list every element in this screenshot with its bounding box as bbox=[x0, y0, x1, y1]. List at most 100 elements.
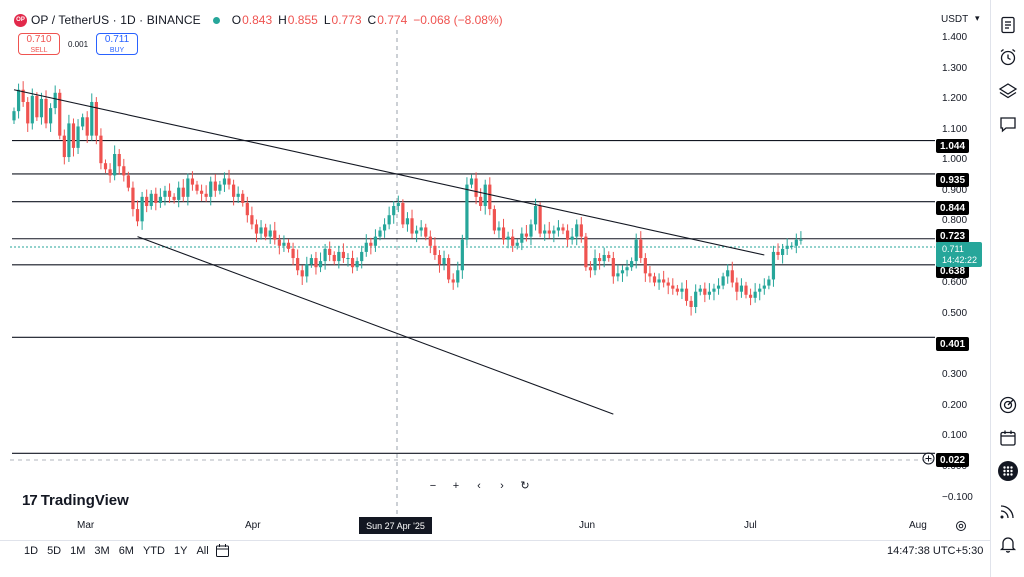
scroll-right-button[interactable]: › bbox=[493, 477, 511, 494]
candle-body bbox=[232, 184, 236, 197]
range-3m[interactable]: 3M bbox=[94, 545, 110, 557]
broadcast-icon[interactable] bbox=[997, 500, 1019, 522]
candle-body bbox=[547, 230, 551, 234]
candle-body bbox=[524, 233, 528, 237]
candle-body bbox=[167, 190, 172, 197]
layers-icon[interactable] bbox=[997, 80, 1019, 102]
level-label[interactable]: 0.638 bbox=[936, 264, 969, 278]
candle-body bbox=[350, 258, 355, 268]
candle-body bbox=[378, 230, 382, 237]
candle-body bbox=[579, 224, 583, 237]
calendar-events-icon[interactable] bbox=[997, 427, 1019, 449]
price-tick: 0.300 bbox=[942, 369, 968, 380]
candle-body bbox=[712, 288, 716, 292]
price-chart[interactable] bbox=[0, 0, 990, 540]
buy-label: BUY bbox=[109, 46, 125, 54]
candle-body bbox=[291, 248, 295, 259]
gear-icon[interactable] bbox=[955, 520, 967, 532]
candle-body bbox=[314, 258, 318, 268]
candle-body bbox=[126, 175, 130, 188]
watchlist-icon[interactable] bbox=[997, 14, 1019, 36]
candle-body bbox=[300, 270, 304, 277]
candle-body bbox=[469, 178, 474, 185]
level-label[interactable]: 0.401 bbox=[936, 337, 969, 351]
range-1y[interactable]: 1Y bbox=[173, 545, 188, 557]
range-all[interactable]: All bbox=[196, 545, 209, 557]
candle-body bbox=[195, 184, 199, 191]
candle-body bbox=[122, 166, 126, 176]
candle-body bbox=[721, 276, 725, 286]
price-tick: 0.600 bbox=[942, 277, 968, 288]
chevron-down-icon[interactable]: ▾ bbox=[975, 13, 980, 23]
candle-body bbox=[748, 294, 753, 298]
scroll-left-button[interactable]: ‹ bbox=[470, 477, 488, 494]
alarm-clock-icon[interactable] bbox=[997, 46, 1019, 68]
range-5d[interactable]: 5D bbox=[47, 545, 62, 557]
calendar-icon[interactable] bbox=[215, 543, 230, 558]
symbol-title[interactable]: OP / TetherUS · 1D · BINANCE bbox=[31, 13, 201, 27]
sell-button[interactable]: 0.710 SELL bbox=[18, 33, 60, 55]
level-label[interactable]: 0.935 bbox=[936, 173, 969, 187]
range-selector: 1D 5D 1M 3M 6M YTD 1Y All bbox=[24, 545, 209, 557]
candle-body bbox=[648, 273, 652, 277]
candle-body bbox=[222, 178, 227, 185]
price-tick: 1.300 bbox=[942, 63, 968, 74]
ohlc-change-value: −0.068 (−8.08%) bbox=[413, 13, 503, 27]
range-1d[interactable]: 1D bbox=[24, 545, 39, 557]
candle-body bbox=[282, 242, 286, 246]
range-1m[interactable]: 1M bbox=[70, 545, 86, 557]
level-label[interactable]: 0.022 bbox=[936, 453, 969, 467]
candle-body bbox=[181, 187, 185, 197]
bar-countdown: 14:42:22 bbox=[942, 255, 978, 265]
zoom-in-button[interactable]: + bbox=[447, 477, 465, 494]
chat-icon[interactable] bbox=[997, 113, 1019, 135]
candle-body bbox=[515, 242, 519, 246]
candle-body bbox=[598, 258, 602, 262]
candle-body bbox=[799, 239, 803, 241]
candle-body bbox=[442, 258, 446, 265]
reset-chart-button[interactable]: ↻ bbox=[516, 477, 534, 494]
candle-body bbox=[543, 230, 547, 234]
buy-button[interactable]: 0.711 BUY bbox=[96, 33, 139, 55]
candle-body bbox=[273, 230, 277, 240]
level-label[interactable]: 0.844 bbox=[936, 201, 969, 215]
candle-body bbox=[785, 245, 789, 249]
buy-price: 0.711 bbox=[104, 33, 130, 45]
timezone-clock[interactable]: 14:47:38 UTC+5:30 bbox=[887, 545, 984, 557]
level-label[interactable]: 1.044 bbox=[936, 139, 969, 153]
candle-body bbox=[776, 251, 780, 255]
zoom-out-button[interactable]: − bbox=[424, 477, 442, 494]
candle-body bbox=[355, 261, 359, 268]
notification-bell-icon[interactable] bbox=[997, 533, 1019, 555]
candle-body bbox=[561, 227, 565, 231]
date-tick: Jul bbox=[744, 520, 757, 531]
candle-body bbox=[666, 282, 670, 286]
tradingview-logo: 17 TradingView bbox=[22, 492, 129, 509]
add-alert-icon[interactable] bbox=[922, 452, 935, 465]
candle-body bbox=[726, 270, 730, 277]
apps-grid-icon[interactable] bbox=[997, 460, 1019, 482]
candle-body bbox=[53, 92, 57, 109]
candle-body bbox=[305, 264, 309, 277]
candle-body bbox=[346, 258, 350, 260]
horizontal-levels bbox=[12, 139, 935, 454]
currency-selector[interactable]: USDT bbox=[941, 14, 969, 25]
range-6m[interactable]: 6M bbox=[118, 545, 134, 557]
candle-body bbox=[67, 123, 71, 158]
candle-body bbox=[501, 227, 506, 240]
level-label[interactable]: 0.723 bbox=[936, 229, 969, 243]
candle-body bbox=[44, 98, 48, 124]
price-tick: 1.200 bbox=[942, 93, 968, 104]
candle-body bbox=[433, 245, 437, 255]
target-icon[interactable] bbox=[997, 394, 1019, 416]
range-ytd[interactable]: YTD bbox=[142, 545, 165, 557]
candle-body bbox=[259, 227, 263, 234]
candle-body bbox=[190, 178, 195, 185]
candle-body bbox=[318, 261, 323, 268]
price-tick: 1.400 bbox=[942, 32, 968, 43]
candle-body bbox=[456, 270, 460, 283]
spread-value: 0.001 bbox=[68, 39, 89, 49]
price-tick: 0.100 bbox=[942, 430, 968, 441]
candle-body bbox=[716, 285, 721, 289]
